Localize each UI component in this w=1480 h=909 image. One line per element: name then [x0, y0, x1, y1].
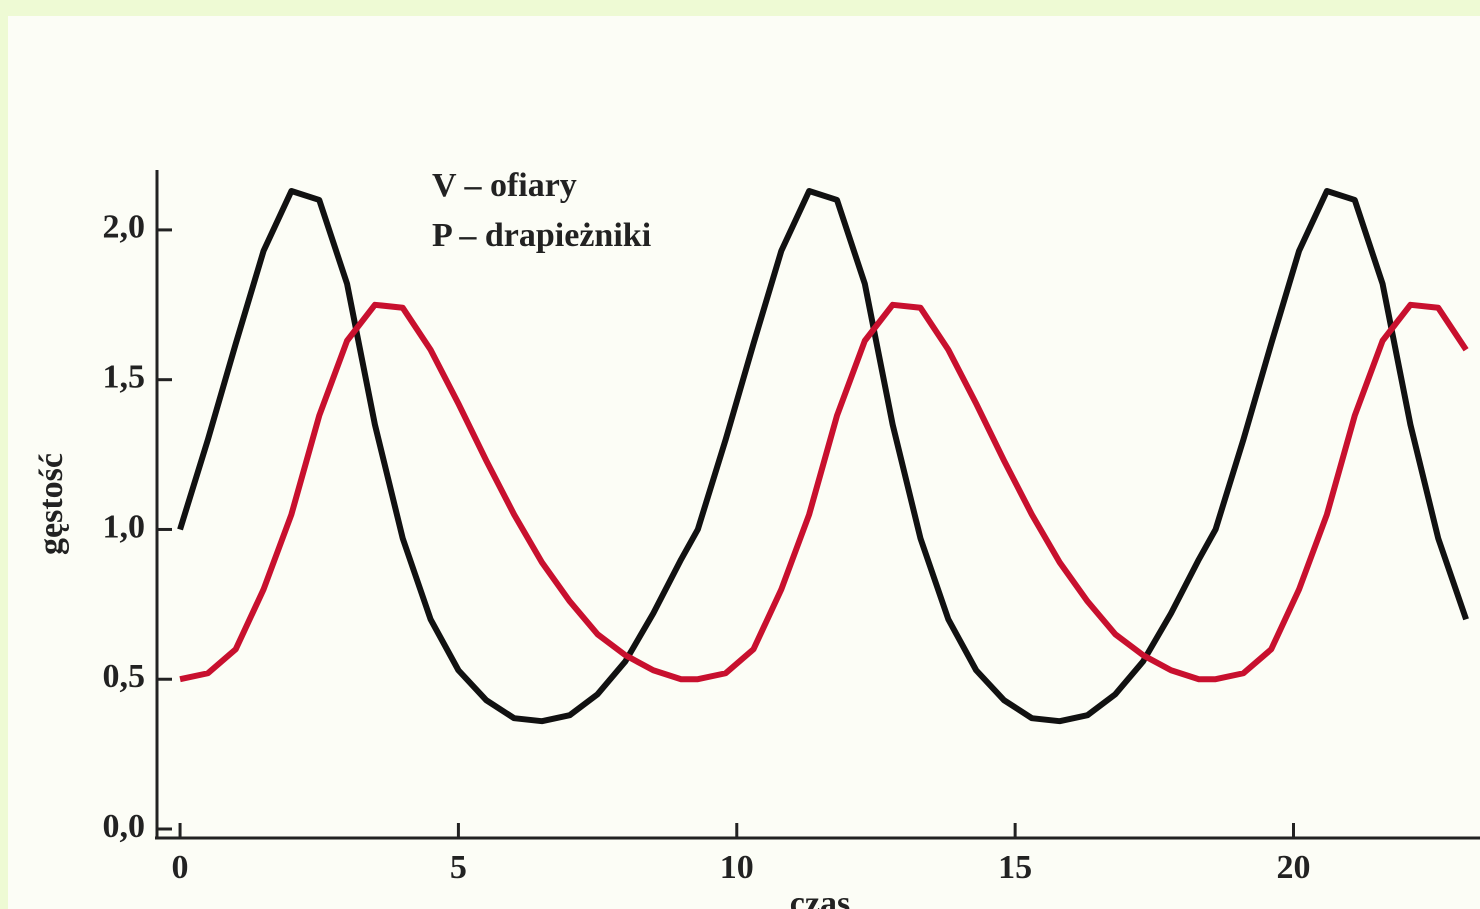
- x-tick-label: 0: [172, 849, 189, 886]
- y-tick-label: 0,5: [103, 658, 146, 695]
- x-tick-label: 20: [1276, 849, 1310, 886]
- y-tick-label: 1,5: [103, 358, 146, 395]
- legend-entry: P – drapieżniki: [432, 217, 651, 254]
- series-line: [179, 301, 1469, 683]
- x-axis-label: czas: [790, 885, 850, 909]
- legend-entry: V – ofiary: [432, 167, 577, 204]
- x-tick-label: 10: [720, 849, 754, 886]
- y-axis-label: gęstość: [33, 453, 70, 555]
- x-tick-label: 5: [450, 849, 467, 886]
- y-tick-label: 1,0: [103, 508, 146, 545]
- x-tick-label: 15: [998, 849, 1032, 886]
- y-tick-label: 2,0: [103, 209, 146, 246]
- plot-background: [8, 16, 1480, 909]
- series-line: [177, 187, 1469, 725]
- y-tick-label: 0,0: [103, 808, 146, 845]
